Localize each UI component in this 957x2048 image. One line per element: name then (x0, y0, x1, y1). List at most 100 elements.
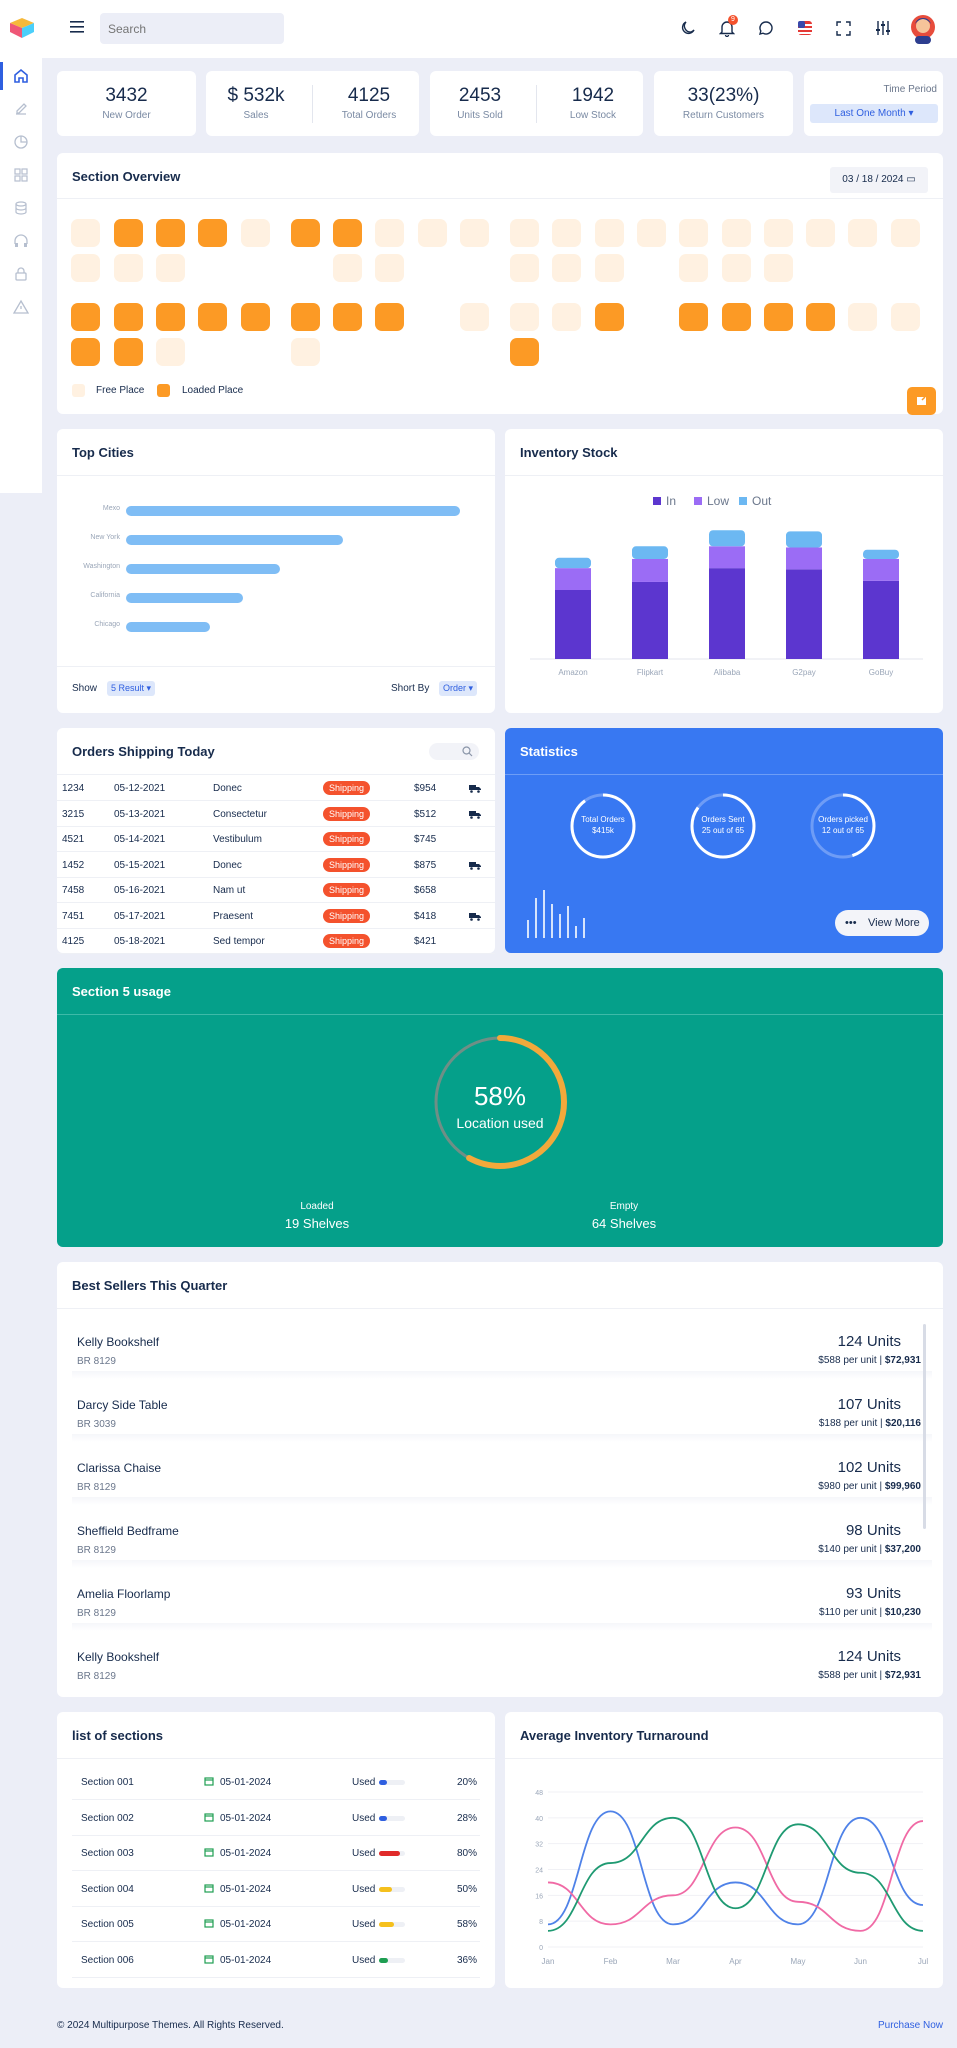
loaded-seat[interactable] (114, 303, 143, 331)
list-item[interactable]: Kelly Bookshelf BR 8129 124 Units $588 per … (57, 1624, 943, 1684)
loaded-seat[interactable] (679, 303, 708, 331)
search-input[interactable] (100, 13, 284, 44)
free-seat[interactable] (806, 219, 835, 247)
loaded-seat[interactable] (71, 303, 100, 331)
show-dropdown[interactable]: 5 Result ▾ (107, 681, 156, 696)
free-seat[interactable] (375, 219, 404, 247)
flag-icon[interactable] (798, 21, 812, 38)
loaded-seat[interactable] (198, 303, 227, 331)
settings-sliders-icon[interactable] (875, 20, 891, 39)
loaded-seat[interactable] (722, 303, 751, 331)
loaded-seat[interactable] (806, 303, 835, 331)
free-seat[interactable] (333, 254, 362, 282)
fullscreen-icon[interactable] (836, 21, 851, 39)
free-seat[interactable] (848, 219, 877, 247)
loaded-seat[interactable] (291, 303, 320, 331)
free-seat[interactable] (679, 219, 708, 247)
free-seat[interactable] (156, 254, 185, 282)
free-seat[interactable] (156, 338, 185, 366)
free-seat[interactable] (510, 303, 539, 331)
database-icon[interactable] (13, 200, 29, 216)
best-sellers-list[interactable]: Kelly Bookshelf BR 8129 124 Units $588 per … (57, 1309, 943, 1684)
loaded-seat[interactable] (375, 303, 404, 331)
loaded-seat[interactable] (241, 303, 270, 331)
list-item[interactable]: Darcy Side Table BR 3039 107 Units $188 per… (57, 1372, 943, 1442)
free-seat[interactable] (460, 219, 489, 247)
loaded-seat[interactable] (595, 303, 624, 331)
free-seat[interactable] (291, 338, 320, 366)
free-seat[interactable] (722, 254, 751, 282)
free-seat[interactable] (595, 254, 624, 282)
warning-icon[interactable] (12, 299, 30, 315)
free-seat[interactable] (510, 254, 539, 282)
free-seat[interactable] (552, 219, 581, 247)
table-row[interactable]: 4521 05-14-2021 Vestibulum Shipping $745 (57, 827, 495, 852)
purchase-link[interactable]: Purchase Now (877, 2020, 943, 2031)
free-seat[interactable] (891, 219, 920, 247)
pie-chart-icon[interactable] (13, 134, 29, 150)
loaded-seat[interactable] (156, 219, 185, 247)
menu-icon[interactable] (70, 21, 84, 33)
view-more-button[interactable]: ••• View More (835, 910, 929, 936)
table-row[interactable]: 7458 05-16-2021 Nam ut Shipping $658 (57, 878, 495, 903)
table-row[interactable]: Section 003 05-01-2024 Used 80% (72, 1836, 480, 1871)
lock-icon[interactable] (13, 266, 29, 282)
headphones-icon[interactable] (13, 233, 29, 249)
free-seat[interactable] (764, 254, 793, 282)
list-item[interactable]: Sheffield Bedframe BR 8129 98 Units $140 pe… (57, 1498, 943, 1568)
sort-dropdown[interactable]: Order ▾ (439, 681, 478, 696)
free-seat[interactable] (552, 303, 581, 331)
table-row[interactable]: 1452 05-15-2021 Donec Shipping $875 (57, 853, 495, 878)
table-row[interactable]: Section 001 05-01-2024 Used 20% (72, 1765, 480, 1800)
scrollbar[interactable] (923, 1324, 926, 1529)
table-row[interactable]: 3215 05-13-2021 Consectetur Shipping $512 (57, 802, 495, 827)
loaded-seat[interactable] (333, 219, 362, 247)
free-seat[interactable] (764, 219, 793, 247)
dark-mode-icon[interactable] (680, 20, 696, 39)
orders-search[interactable] (429, 743, 479, 760)
loaded-seat[interactable] (114, 338, 143, 366)
table-row[interactable]: Section 002 05-01-2024 Used 28% (72, 1801, 480, 1836)
free-seat[interactable] (460, 303, 489, 331)
free-seat[interactable] (891, 303, 920, 331)
loaded-seat[interactable] (291, 219, 320, 247)
table-row[interactable]: Section 004 05-01-2024 Used 50% (72, 1872, 480, 1907)
grid-icon[interactable] (13, 167, 29, 183)
loaded-seat[interactable] (764, 303, 793, 331)
table-row[interactable]: Section 006 05-01-2024 Used 36% (72, 1943, 480, 1978)
free-seat[interactable] (114, 254, 143, 282)
table-row[interactable]: 4125 05-18-2021 Sed tempor Shipping $421 (57, 929, 495, 954)
free-seat[interactable] (510, 219, 539, 247)
loaded-seat[interactable] (156, 303, 185, 331)
home-icon[interactable] (13, 68, 29, 84)
free-seat[interactable] (71, 219, 100, 247)
free-seat[interactable] (679, 254, 708, 282)
list-item[interactable]: Clarissa Chaise BR 8129 102 Units $980 per … (57, 1435, 943, 1505)
free-seat[interactable] (241, 219, 270, 247)
free-seat[interactable] (71, 254, 100, 282)
free-seat[interactable] (552, 254, 581, 282)
loaded-seat[interactable] (333, 303, 362, 331)
expand-button[interactable] (907, 387, 936, 415)
loaded-seat[interactable] (198, 219, 227, 247)
free-seat[interactable] (848, 303, 877, 331)
free-seat[interactable] (595, 219, 624, 247)
loaded-seat[interactable] (71, 338, 100, 366)
avatar[interactable] (910, 14, 936, 44)
date-picker[interactable]: 03 / 18 / 2024 ▭ (830, 167, 928, 193)
table-row[interactable]: 1234 05-12-2021 Donec Shipping $954 (57, 776, 495, 801)
free-seat[interactable] (637, 219, 666, 247)
time-period-dropdown[interactable]: Last One Month ▾ (810, 104, 938, 123)
chat-icon[interactable] (758, 20, 774, 39)
loaded-seat[interactable] (510, 338, 539, 366)
list-item[interactable]: Amelia Floorlamp BR 8129 93 Units $110 per … (57, 1561, 943, 1631)
logo-icon[interactable] (8, 17, 36, 39)
edit-icon[interactable] (13, 101, 29, 117)
loaded-seat[interactable] (114, 219, 143, 247)
table-row[interactable]: Section 005 05-01-2024 Used 58% (72, 1907, 480, 1942)
free-seat[interactable] (418, 219, 447, 247)
list-item[interactable]: Kelly Bookshelf BR 8129 124 Units $588 per … (57, 1309, 943, 1379)
free-seat[interactable] (375, 254, 404, 282)
table-row[interactable]: 7451 05-17-2021 Praesent Shipping $418 (57, 904, 495, 929)
free-seat[interactable] (722, 219, 751, 247)
